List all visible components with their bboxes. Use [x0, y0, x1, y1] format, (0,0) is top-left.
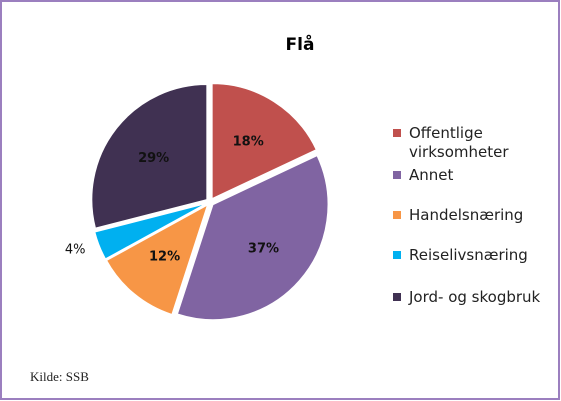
data-label: 4%: [65, 242, 86, 257]
legend-label: Handelsnæring: [409, 206, 524, 224]
legend-label: Jord- og skogbruk: [409, 288, 541, 306]
legend-swatch: [393, 129, 401, 137]
source: Kilde: SSB: [30, 369, 89, 384]
legend-item: Jord- og skogbruk: [393, 288, 543, 307]
data-label: 29%: [138, 151, 169, 166]
legend-label: Reiselivsnæring: [409, 246, 528, 264]
legend-item: Reiselivsnæring: [393, 246, 543, 265]
pie-slice: [94, 202, 207, 260]
legend-item: Offentlige virksomheter: [393, 124, 543, 162]
legend-label: Offentlige virksomheter: [409, 124, 509, 161]
pie-slice: [105, 204, 209, 316]
legend-label: Annet: [409, 166, 454, 184]
data-label: 37%: [248, 242, 279, 257]
pie-slice: [211, 83, 317, 200]
legend-item: Annet: [393, 166, 543, 185]
data-label: 12%: [149, 249, 180, 264]
legend-swatch: [393, 211, 401, 219]
chart-title: Flå: [286, 33, 315, 55]
pie-slice: [176, 155, 329, 321]
legend-swatch: [393, 251, 401, 259]
legend-swatch: [393, 293, 401, 301]
legend-swatch: [393, 171, 401, 179]
data-label: 18%: [233, 134, 264, 149]
pie-slice: [91, 84, 208, 229]
legend-item: Handelsnæring: [393, 206, 543, 225]
